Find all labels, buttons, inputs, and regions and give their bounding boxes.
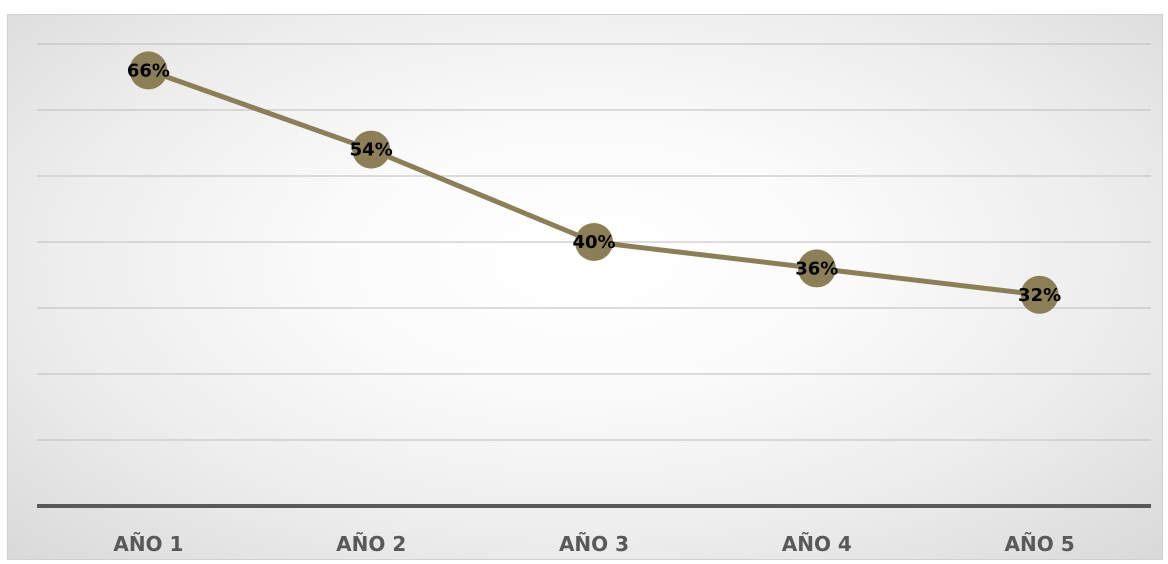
gridlines [37,43,1151,441]
series-line [147,68,1040,298]
x-tick-label: AÑO 5 [1005,532,1075,556]
data-labels: 66% 54% 40% 36% 32% [127,60,1061,305]
data-label: 66% [127,60,170,81]
data-label: 32% [1018,285,1061,306]
x-tick-label: AÑO 3 [559,532,629,556]
data-label: 54% [350,140,393,161]
data-point [575,223,613,261]
x-tick-label: AÑO 2 [336,532,406,556]
data-point [129,51,168,90]
data-label: 40% [572,232,615,253]
x-axis-ticks: AÑO 1 AÑO 2 AÑO 3 AÑO 4 AÑO 5 [113,532,1074,556]
data-point [797,249,836,288]
x-tick-label: AÑO 4 [782,532,852,556]
data-point [352,130,391,169]
data-point [1020,275,1059,314]
x-tick-label: AÑO 1 [113,532,183,556]
data-label: 36% [795,258,838,279]
data-points [129,51,1059,314]
